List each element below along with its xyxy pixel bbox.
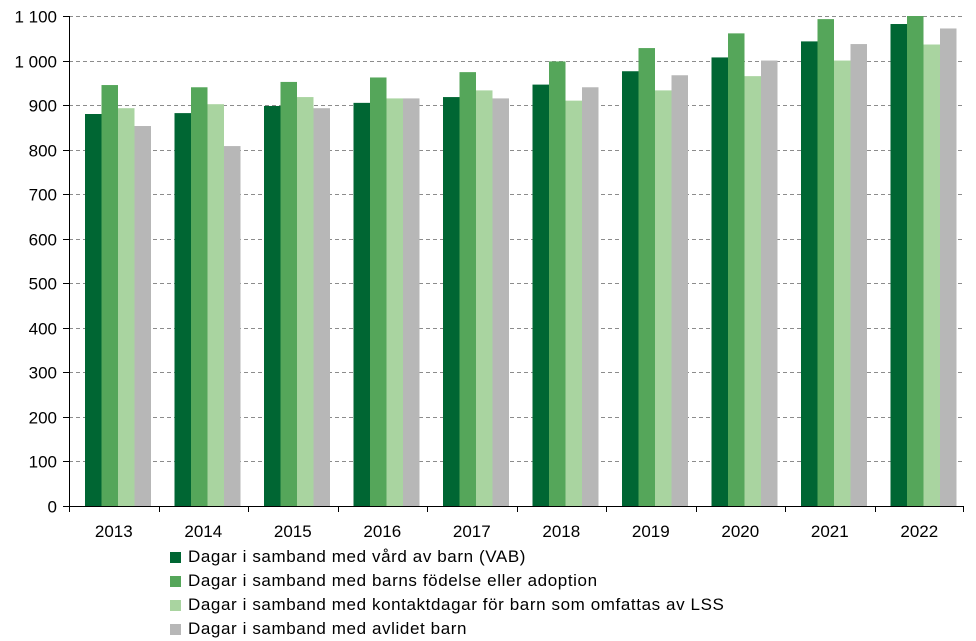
legend-swatch-fodelse [170,575,181,587]
x-tick-label: 2014 [184,522,222,541]
bar [890,24,907,507]
bar [850,44,867,507]
y-tick-label: 100 [29,453,57,472]
bar [264,105,281,506]
bar [443,97,460,506]
y-tick-label: 900 [29,97,57,116]
bar [923,44,940,506]
bar [728,33,745,507]
y-tick-label: 1 100 [14,8,57,27]
bar [940,28,957,506]
x-tick-label: 2015 [274,522,312,541]
bar [817,19,834,507]
bar [224,146,241,506]
bar [313,108,330,507]
legend-item-lss: Dagar i samband med kontaktdagar för bar… [170,593,724,617]
legend-label-vab: Dagar i samband med vård av barn (VAB) [188,547,527,566]
bar [638,48,655,506]
bar [761,60,778,507]
x-axis: 2013 2014 2015 2016 2017 2018 2019 2020 2021 2022 [69,506,964,541]
bar [297,97,314,506]
legend-swatch-vab [170,551,181,563]
legend-swatch-lss [170,599,181,611]
bar [280,81,297,507]
bar [134,126,151,506]
y-tick-label: 700 [29,186,57,205]
bar [174,113,191,507]
bar [101,85,118,507]
y-tick-label: 400 [29,320,57,339]
legend-label-avlidet: Dagar i samband med avlidet barn [188,619,468,638]
legend-label-lss: Dagar i samband med kontaktdagar för bar… [188,595,725,614]
bar [459,72,476,506]
bar [353,102,370,507]
bar [565,100,582,506]
x-tick-label: 2018 [542,522,580,541]
bar [549,61,566,506]
bar [907,16,924,506]
y-tick-label: 1 000 [14,53,57,72]
legend-item-avlidet: Dagar i samband med avlidet barn [170,617,724,641]
y-axis: 0 100 200 300 400 500 600 700 800 900 1 000 1 100 [14,8,70,517]
x-tick-label: 2021 [811,522,849,541]
bar [711,57,728,507]
bar [370,77,387,506]
x-tick-label: 2022 [900,522,938,541]
legend-label-fodelse: Dagar i samband med barns födelse eller … [188,571,598,590]
bar [834,60,851,507]
y-tick-label: 600 [29,231,57,250]
bar [476,90,493,506]
x-tick-label: 2016 [363,522,401,541]
legend: Dagar i samband med vård av barn (VAB) D… [170,545,724,641]
x-tick-label: 2013 [95,522,133,541]
y-tick-label: 300 [29,364,57,383]
bar [207,104,224,506]
y-tick-label: 200 [29,409,57,428]
legend-item-vab: Dagar i samband med vård av barn (VAB) [170,545,724,569]
bar [744,76,761,506]
bar [532,84,549,506]
x-tick-label: 2020 [721,522,759,541]
bar [622,71,639,507]
bar [582,87,599,507]
x-tick-label: 2019 [632,522,670,541]
bar [671,75,688,506]
bar [403,98,420,506]
bar [191,87,208,507]
bar [492,98,509,506]
y-tick-label: 0 [48,498,57,517]
bar [85,114,102,506]
bar [655,90,672,506]
y-tick-label: 500 [29,275,57,294]
bar [801,41,818,506]
y-tick-label: 800 [29,142,57,161]
bar [118,108,135,507]
x-tick-label: 2017 [453,522,491,541]
legend-item-fodelse: Dagar i samband med barns födelse eller … [170,569,724,593]
bars [85,16,957,507]
legend-swatch-avlidet [170,623,181,635]
bar [386,98,403,506]
